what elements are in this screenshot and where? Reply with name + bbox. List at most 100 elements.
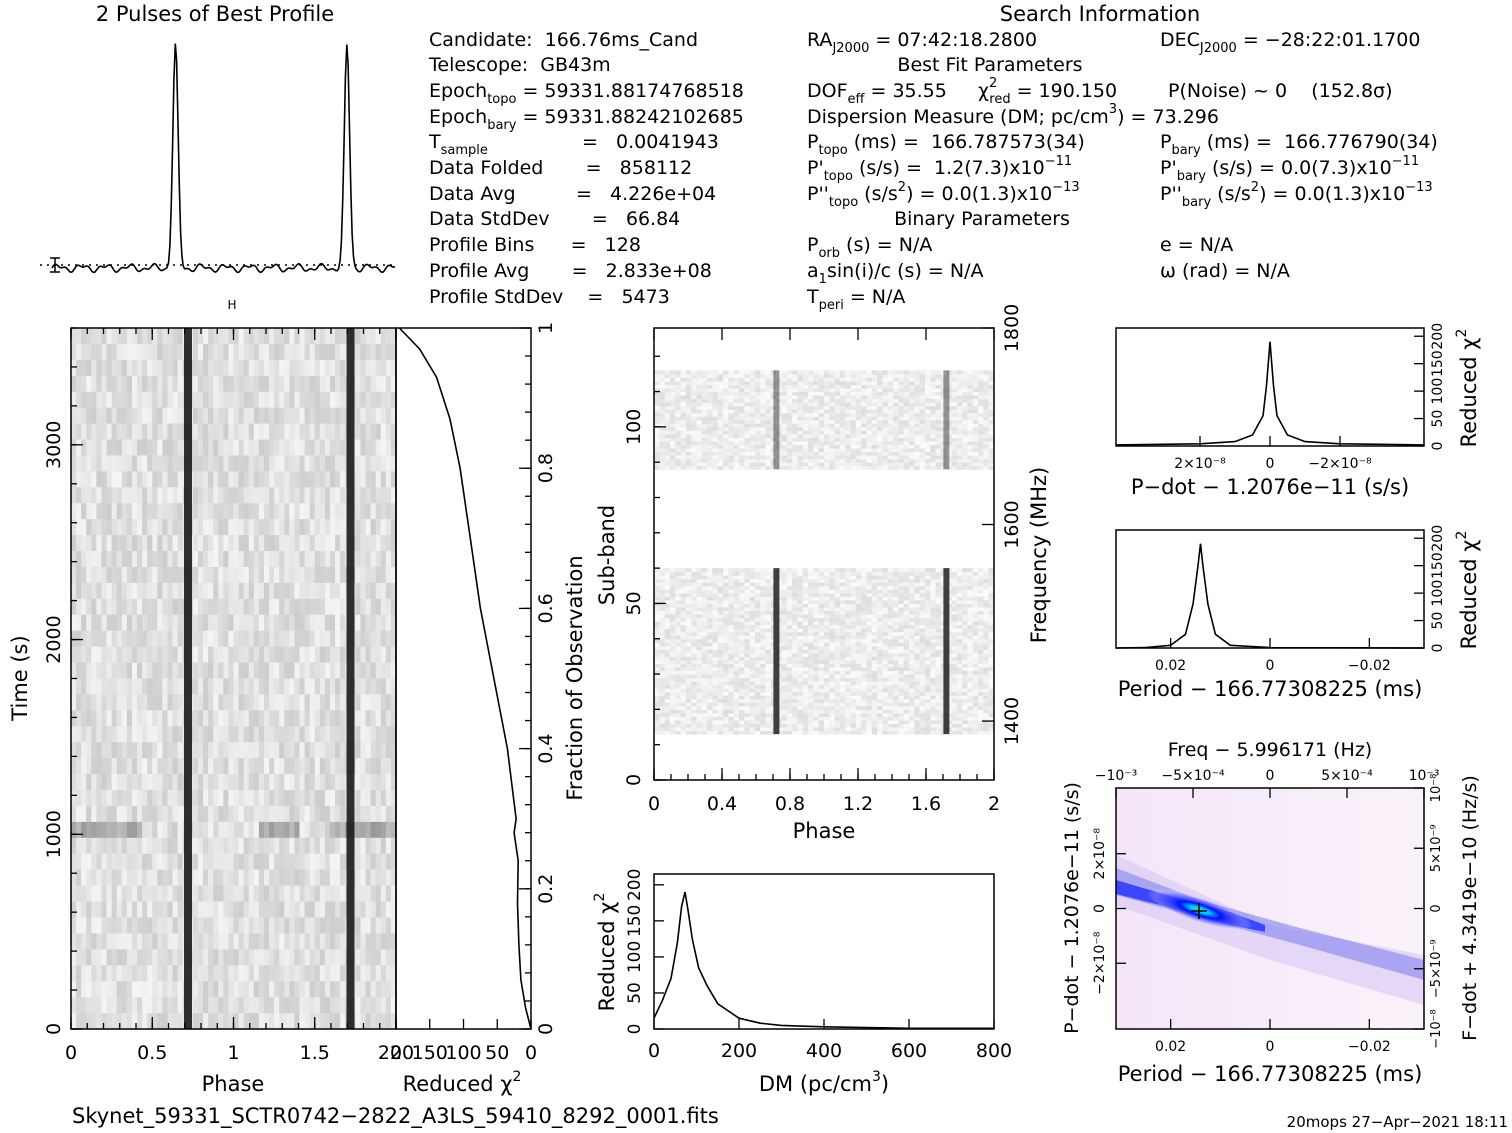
time-phase-cells [71, 328, 397, 1030]
subband-cell [839, 624, 846, 629]
time-phase-cell [284, 981, 290, 998]
time-phase-cell [76, 423, 82, 441]
time-phase-cell [137, 423, 143, 441]
subband-cell [786, 624, 793, 629]
subband-cell [839, 642, 846, 647]
subband-cell [654, 621, 660, 626]
subband-cell [824, 652, 830, 657]
subband-cell [866, 663, 873, 668]
subband-cell [808, 642, 814, 647]
time-phase-cell [91, 582, 97, 600]
subband-cell [696, 691, 703, 696]
time-phase-cell [152, 455, 158, 472]
subband-cell [786, 702, 793, 707]
time-phase-cell [294, 519, 301, 536]
subband-cell [728, 635, 735, 640]
time-phase-cell [329, 423, 336, 441]
subband-cell [781, 635, 788, 640]
subband-cell [754, 677, 761, 682]
time-phase-cell [86, 582, 92, 600]
time-phase-cell [335, 758, 341, 775]
subband-cell [797, 635, 804, 640]
subband-cell [733, 638, 740, 643]
subband-cell [850, 730, 857, 735]
time-phase-cell [390, 566, 397, 584]
subband-cell [685, 645, 692, 650]
time-phase-cell [131, 630, 138, 648]
time-phase-cell [365, 582, 372, 600]
time-phase-cell [116, 407, 123, 425]
time-phase-cell [253, 901, 260, 919]
time-phase-cell [284, 582, 290, 600]
time-phase-cell [274, 933, 280, 950]
subband-cell [914, 631, 921, 636]
subband-cell [712, 695, 719, 700]
time-phase-cell [121, 375, 128, 393]
time-phase-cell [162, 535, 169, 552]
time-phase-cell [81, 662, 87, 680]
time-phase-cell [172, 566, 179, 584]
time-phase-cell [76, 805, 82, 823]
subband-cell [792, 691, 798, 696]
subband-cell [723, 712, 729, 717]
time-phase-cell [390, 805, 397, 823]
time-phase-cell [279, 837, 285, 855]
time-phase-cell [203, 917, 209, 935]
time-phase-cell [172, 949, 179, 966]
subband-cell [749, 709, 756, 714]
time-phase-cell [314, 614, 321, 632]
time-phase-cell [203, 1013, 209, 1030]
time-phase-cell [203, 742, 209, 759]
subband-cell [739, 667, 745, 672]
time-phase-cell [375, 949, 382, 966]
time-phase-cell [162, 726, 169, 743]
time-phase-cell [81, 614, 87, 632]
time-phase-cell [279, 614, 285, 632]
subband-cell [887, 635, 894, 640]
time-phase-cell [218, 933, 224, 950]
time-phase-cell [314, 503, 321, 520]
time-phase-cell [370, 423, 377, 441]
time-phase-cell [162, 455, 169, 472]
time-phase-cell [314, 869, 321, 887]
time-phase-cell [228, 614, 235, 632]
time-phase-cell [365, 503, 372, 520]
subband-cell [914, 702, 921, 707]
time-phase-cell [228, 742, 235, 759]
subband-cell [669, 659, 676, 664]
subband-cell [675, 674, 682, 679]
time-phase-cell [172, 805, 179, 823]
subband-cell [669, 705, 676, 710]
time-phase-cell [101, 805, 108, 823]
subband-cell [983, 677, 990, 682]
time-phase-cell [385, 981, 392, 998]
time-phase-cell [299, 375, 306, 393]
subband-cell [781, 663, 788, 668]
subband-cell [967, 628, 974, 633]
subband-cell [797, 652, 804, 657]
time-phase-cell [96, 774, 103, 791]
time-phase-cell [335, 662, 341, 680]
time-phase-cell [81, 853, 87, 871]
subband-cell [717, 649, 724, 654]
time-phase-cell [355, 790, 362, 807]
time-phase-cell [86, 598, 92, 616]
subband-cell [701, 716, 708, 721]
time-phase-cell [365, 965, 372, 982]
subband-cell [855, 691, 862, 696]
time-phase-cell [71, 375, 77, 393]
time-phase-cell [284, 821, 290, 839]
time-phase-cell [319, 487, 326, 504]
subband-cell [935, 705, 942, 710]
subband-cell [866, 677, 873, 682]
subband-cell [728, 674, 735, 679]
subband-cell [685, 674, 692, 679]
subband-cell [712, 698, 719, 703]
subband-cell [839, 670, 846, 675]
subband-cell [877, 635, 883, 640]
subband-cells [654, 370, 995, 735]
subband-cell [824, 642, 830, 647]
subband-cell [749, 723, 756, 728]
time-phase-cell [142, 710, 148, 727]
time-phase-cell [385, 901, 392, 919]
